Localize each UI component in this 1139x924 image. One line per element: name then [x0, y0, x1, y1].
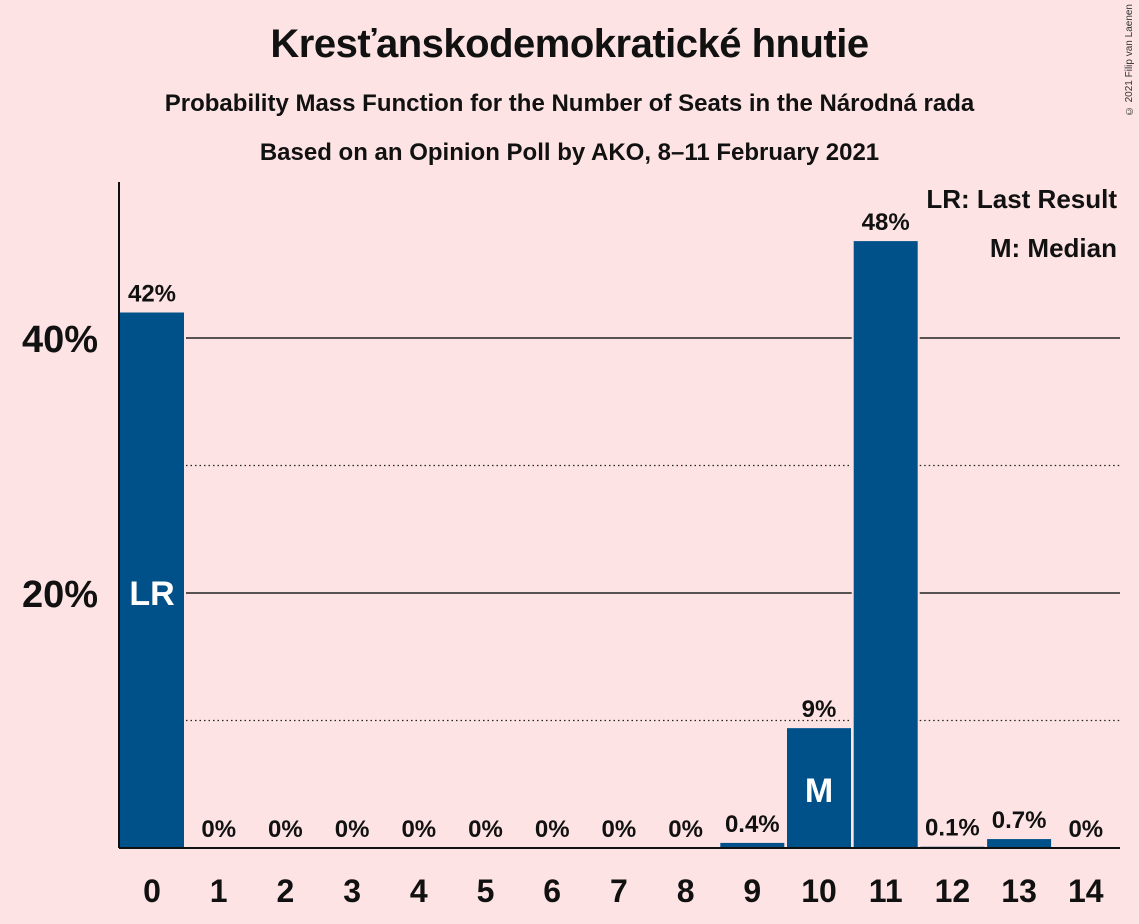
data-label: 0.7%	[992, 807, 1047, 834]
data-label: 0%	[268, 816, 303, 843]
x-tick-label: 14	[1068, 873, 1104, 909]
legend-last-result: LR: Last Result	[926, 184, 1117, 214]
x-tick-label: 0	[143, 873, 161, 909]
data-label: 42%	[128, 281, 176, 308]
bar	[787, 728, 851, 848]
x-tick-label: 4	[410, 873, 428, 909]
x-tick-label: 12	[935, 873, 971, 909]
x-tick-label: 11	[869, 873, 903, 909]
data-label: 0%	[201, 816, 236, 843]
bar	[853, 241, 918, 849]
chart-subtitle-source: Based on an Opinion Poll by AKO, 8–11 Fe…	[259, 139, 880, 166]
data-label: 0%	[401, 816, 436, 843]
legend-median: M: Median	[989, 233, 1117, 263]
data-label: 0%	[602, 816, 637, 843]
data-label: 0.4%	[725, 811, 780, 838]
x-tick-label: 2	[277, 873, 295, 909]
data-label: 0%	[668, 816, 703, 843]
bar	[720, 842, 785, 848]
data-label: 0%	[468, 816, 503, 843]
bar	[120, 312, 184, 848]
data-label: 0%	[335, 816, 370, 843]
median-marker: M	[805, 772, 833, 810]
y-tick-label: 20%	[22, 574, 98, 616]
y-tick-label: 40%	[22, 319, 98, 361]
data-label: 48%	[862, 209, 910, 236]
last-result-marker: LR	[129, 575, 174, 613]
x-tick-label: 10	[801, 873, 837, 909]
data-label: 9%	[802, 696, 837, 723]
x-tick-label: 5	[477, 873, 495, 909]
x-tick-label: 6	[543, 873, 561, 909]
x-tick-label: 8	[677, 873, 695, 909]
bar	[987, 839, 1052, 848]
data-label: 0%	[535, 816, 570, 843]
data-label: 0.1%	[925, 815, 980, 842]
x-tick-label: 1	[210, 873, 228, 909]
chart-subtitle: Probability Mass Function for the Number…	[164, 90, 975, 117]
x-tick-label: 9	[743, 873, 761, 909]
x-tick-label: 7	[610, 873, 628, 909]
data-label: 0%	[1068, 816, 1103, 843]
chart-title: Kresťanskodemokratické hnutie	[270, 22, 869, 66]
x-tick-label: 3	[343, 873, 361, 909]
x-tick-label: 13	[1001, 873, 1037, 909]
